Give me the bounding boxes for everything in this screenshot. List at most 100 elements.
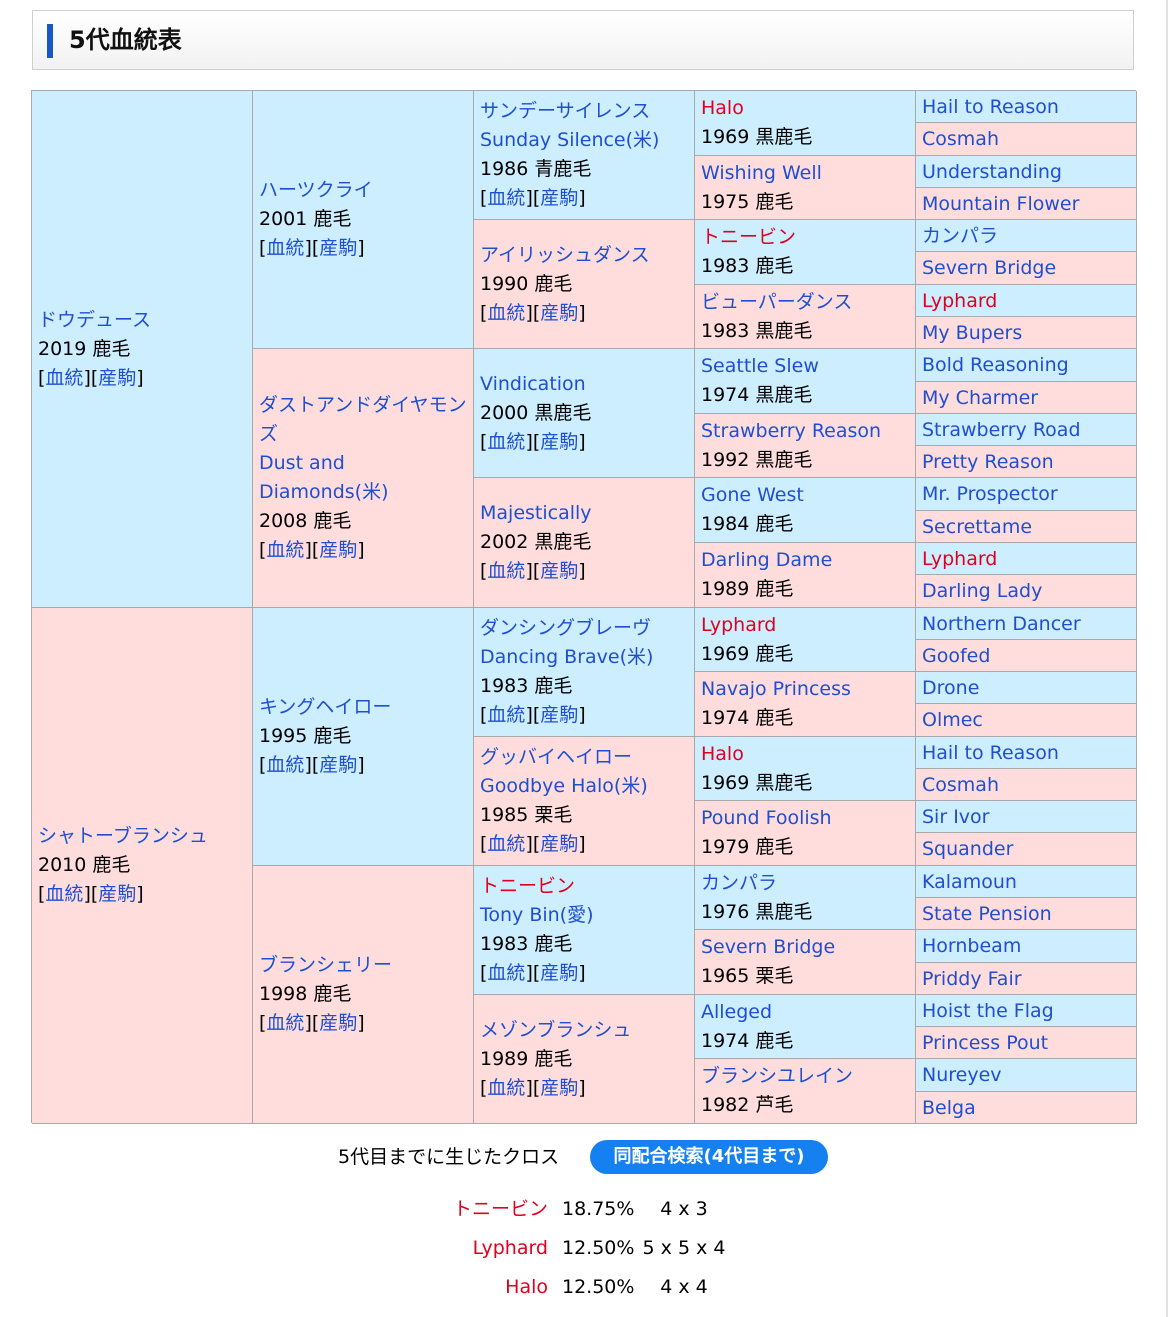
pedigree-link[interactable]: 血統 bbox=[266, 237, 305, 259]
horse-name[interactable]: ダストアンドダイヤモンズ bbox=[259, 394, 467, 445]
offspring-link[interactable]: 産駒 bbox=[540, 560, 579, 582]
pedigree-link[interactable]: 血統 bbox=[487, 833, 526, 855]
horse-name[interactable]: トニービン bbox=[701, 226, 797, 248]
horse-name[interactable]: Hail to Reason bbox=[922, 95, 1059, 118]
horse-name[interactable]: Gone West bbox=[701, 484, 804, 506]
horse-name[interactable]: Pound Foolish bbox=[701, 807, 832, 829]
horse-name[interactable]: Princess Pout bbox=[922, 1031, 1049, 1054]
birth-year-color: 1983 黒鹿毛 bbox=[701, 319, 813, 342]
horse-name[interactable]: カンパラ bbox=[922, 224, 999, 247]
offspring-link[interactable]: 産駒 bbox=[319, 754, 358, 776]
pedigree-link[interactable]: 血統 bbox=[487, 301, 526, 324]
pedigree-link[interactable]: 血統 bbox=[487, 962, 526, 984]
horse-name[interactable]: サンデーサイレンス bbox=[480, 100, 651, 122]
horse-name-en[interactable]: Goodbye Halo(米) bbox=[480, 775, 648, 797]
horse-name[interactable]: Bold Reasoning bbox=[922, 354, 1069, 376]
horse-name[interactable]: メゾンブランシュ bbox=[480, 1018, 632, 1041]
pedigree-link[interactable]: 血統 bbox=[45, 883, 84, 905]
horse-name[interactable]: Pretty Reason bbox=[922, 450, 1054, 473]
offspring-link[interactable]: 産駒 bbox=[319, 237, 358, 259]
offspring-link[interactable]: 産駒 bbox=[540, 430, 579, 453]
horse-name[interactable]: Olmec bbox=[922, 709, 983, 731]
offspring-link[interactable]: 産駒 bbox=[540, 962, 579, 984]
same-mating-search-button[interactable]: 同配合検索(4代目まで) bbox=[590, 1140, 828, 1174]
horse-name[interactable]: Halo bbox=[701, 742, 744, 765]
horse-name[interactable]: Darling Dame bbox=[701, 549, 833, 571]
pedigree-link[interactable]: 血統 bbox=[45, 366, 84, 389]
offspring-link[interactable]: 産駒 bbox=[540, 704, 579, 726]
horse-name[interactable]: State Pension bbox=[922, 902, 1052, 925]
horse-name[interactable]: Hornbeam bbox=[922, 935, 1022, 957]
pedigree-link[interactable]: 血統 bbox=[266, 1012, 305, 1034]
horse-name[interactable]: Drone bbox=[922, 676, 980, 699]
horse-name[interactable]: Cosmah bbox=[922, 128, 999, 150]
pedigree-link[interactable]: 血統 bbox=[266, 539, 305, 561]
horse-name[interactable]: Seattle Slew bbox=[701, 355, 819, 377]
offspring-link[interactable]: 産駒 bbox=[540, 1076, 579, 1099]
horse-name[interactable]: My Bupers bbox=[922, 321, 1023, 344]
horse-name[interactable]: Secrettame bbox=[922, 515, 1033, 538]
horse-name-en[interactable]: Tony Bin(愛) bbox=[480, 904, 594, 926]
pedigree-link[interactable]: 血統 bbox=[487, 1076, 526, 1099]
horse-name[interactable]: Halo bbox=[701, 97, 744, 119]
pedigree-link[interactable]: 血統 bbox=[487, 430, 526, 453]
horse-name[interactable]: Severn Bridge bbox=[701, 936, 836, 958]
horse-name[interactable]: キングヘイロー bbox=[259, 696, 392, 718]
horse-name[interactable]: My Charmer bbox=[922, 386, 1039, 409]
horse-name[interactable]: トニービン bbox=[480, 875, 576, 897]
horse-name[interactable]: Belga bbox=[922, 1096, 976, 1119]
birth-year-color: 1975 鹿毛 bbox=[701, 190, 794, 213]
horse-name[interactable]: シャトーブランシュ bbox=[38, 825, 208, 847]
horse-name[interactable]: Darling Lady bbox=[922, 580, 1043, 602]
pedigree-link[interactable]: 血統 bbox=[487, 187, 526, 209]
pedigree-link[interactable]: 血統 bbox=[487, 704, 526, 726]
horse-name-en[interactable]: Dust and Diamonds(米) bbox=[259, 452, 389, 503]
offspring-link[interactable]: 産駒 bbox=[540, 187, 579, 209]
horse-name[interactable]: Strawberry Reason bbox=[701, 419, 882, 442]
horse-name[interactable]: Sir Ivor bbox=[922, 805, 990, 828]
horse-name[interactable]: Severn Bridge bbox=[922, 257, 1057, 279]
horse-name[interactable]: ハーツクライ bbox=[259, 179, 373, 201]
horse-name[interactable]: ブランシユレイン bbox=[701, 1065, 854, 1087]
horse-name[interactable]: Understanding bbox=[922, 160, 1062, 183]
horse-name[interactable]: Northern Dancer bbox=[922, 612, 1081, 635]
horse-name[interactable]: Strawberry Road bbox=[922, 418, 1081, 441]
horse-name-en[interactable]: Sunday Silence(米) bbox=[480, 129, 660, 151]
pedigree-link[interactable]: 血統 bbox=[266, 754, 305, 776]
horse-name[interactable]: Mr. Prospector bbox=[922, 483, 1058, 505]
offspring-link[interactable]: 産駒 bbox=[98, 366, 137, 389]
horse-name[interactable]: Vindication bbox=[480, 372, 586, 395]
horse-name[interactable]: Wishing Well bbox=[701, 161, 822, 184]
horse-name[interactable]: Lyphard bbox=[701, 613, 777, 636]
horse-name[interactable]: Lyphard bbox=[922, 547, 998, 570]
horse-name[interactable]: ダンシングブレーヴ bbox=[480, 617, 652, 639]
offspring-link[interactable]: 産駒 bbox=[319, 539, 358, 561]
horse-name[interactable]: ドウデュース bbox=[38, 308, 152, 331]
offspring-link[interactable]: 産駒 bbox=[540, 301, 579, 324]
horse-name[interactable]: Nureyev bbox=[922, 1064, 1002, 1086]
horse-name[interactable]: Goofed bbox=[922, 644, 991, 667]
horse-name[interactable]: Majestically bbox=[480, 502, 592, 524]
horse-name[interactable]: Lyphard bbox=[922, 289, 998, 312]
horse-name[interactable]: Mountain Flower bbox=[922, 192, 1080, 215]
birth-year-color: 1983 鹿毛 bbox=[701, 255, 794, 277]
horse-name[interactable]: アイリッシュダンス bbox=[480, 243, 650, 266]
horse-name-en[interactable]: Dancing Brave(米) bbox=[480, 646, 654, 668]
pedigree-link[interactable]: 血統 bbox=[487, 560, 526, 582]
horse-name[interactable]: グッバイヘイロー bbox=[480, 746, 633, 768]
horse-name[interactable]: ブランシェリー bbox=[259, 954, 393, 976]
horse-name[interactable]: カンパラ bbox=[701, 871, 778, 894]
horse-name[interactable]: ビューパーダンス bbox=[701, 290, 853, 313]
cross-row: トニービン 18.75% 4 x 3 bbox=[440, 1194, 740, 1224]
offspring-link[interactable]: 産駒 bbox=[540, 833, 579, 855]
horse-name[interactable]: Priddy Fair bbox=[922, 967, 1022, 990]
horse-name[interactable]: Hoist the Flag bbox=[922, 999, 1054, 1022]
horse-name[interactable]: Cosmah bbox=[922, 773, 999, 796]
horse-name[interactable]: Hail to Reason bbox=[922, 741, 1059, 764]
offspring-link[interactable]: 産駒 bbox=[98, 883, 137, 905]
horse-name[interactable]: Squander bbox=[922, 838, 1014, 860]
offspring-link[interactable]: 産駒 bbox=[319, 1012, 358, 1034]
horse-name[interactable]: Navajo Princess bbox=[701, 678, 851, 700]
horse-name[interactable]: Alleged bbox=[701, 1000, 773, 1023]
horse-name[interactable]: Kalamoun bbox=[922, 870, 1017, 893]
